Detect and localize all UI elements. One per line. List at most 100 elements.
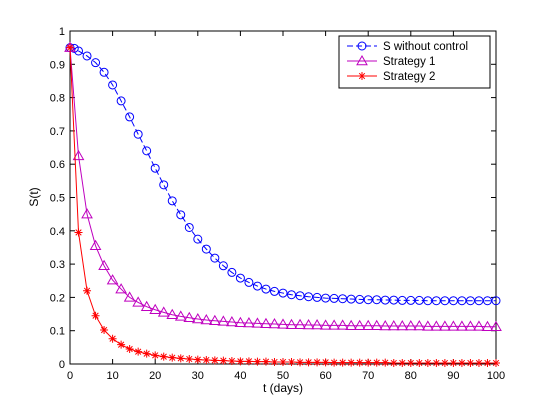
data-point-circle xyxy=(312,292,322,302)
data-point-star xyxy=(358,72,366,80)
data-point-star xyxy=(406,359,415,368)
series-3 xyxy=(66,43,500,368)
data-point-circle xyxy=(244,277,254,287)
data-point-star xyxy=(159,352,168,361)
data-point-circle xyxy=(133,129,143,139)
data-point-star xyxy=(313,358,322,367)
x-tick-label: 100 xyxy=(487,370,505,382)
data-point-circle xyxy=(448,296,458,306)
data-point-circle xyxy=(304,292,314,302)
data-point-triangle xyxy=(302,319,315,330)
series-1 xyxy=(65,43,501,306)
data-point-star xyxy=(151,351,160,360)
data-point-triangle xyxy=(208,314,221,325)
data-point-triangle xyxy=(217,315,230,326)
data-point-circle xyxy=(227,267,237,277)
data-point-triangle xyxy=(456,320,468,331)
data-point-circle xyxy=(329,293,339,303)
data-point-circle xyxy=(346,294,356,304)
data-point-star xyxy=(466,359,475,368)
data-point-star xyxy=(347,358,356,367)
data-point-triangle xyxy=(421,320,434,331)
data-point-triangle xyxy=(379,320,392,331)
data-point-star xyxy=(176,354,185,363)
data-point-triangle xyxy=(191,313,204,324)
data-point-triangle xyxy=(447,320,460,331)
data-point-triangle xyxy=(226,316,238,327)
data-point-triangle xyxy=(183,311,196,322)
data-point-circle xyxy=(184,222,194,232)
data-point-triangle xyxy=(439,320,451,331)
data-point-star xyxy=(74,228,83,237)
data-point-circle xyxy=(474,296,484,306)
x-tick-label: 20 xyxy=(149,370,161,382)
data-point-triangle xyxy=(353,319,366,330)
axes: 0 10 20 30 40 50 60 70 80 90 100 0 0.1 0.2 0.3 0.4 0.5 0.… xyxy=(50,26,505,382)
y-tick-label: 1 xyxy=(59,26,65,38)
data-point-circle xyxy=(235,273,245,283)
data-point-triangle xyxy=(72,149,85,161)
legend: S without control Strategy 1 Strategy 2 xyxy=(338,35,491,89)
x-tick-label: 0 xyxy=(67,370,73,382)
x-tick-label: 10 xyxy=(106,370,118,382)
data-point-star xyxy=(457,359,466,368)
data-point-star xyxy=(287,358,296,367)
data-point-star xyxy=(210,356,219,365)
data-point-triangle xyxy=(234,316,247,327)
data-point-circle xyxy=(321,293,331,303)
data-point-star xyxy=(168,353,177,362)
data-point-triangle xyxy=(140,300,153,311)
data-point-triangle xyxy=(285,318,298,329)
data-point-star xyxy=(279,358,287,367)
y-tick-label: 0.6 xyxy=(50,159,65,171)
x-tick-label: 50 xyxy=(277,370,289,382)
data-point-star xyxy=(321,358,330,367)
data-point-star xyxy=(372,358,381,367)
data-point-triangle xyxy=(319,319,332,330)
data-point-triangle xyxy=(356,54,368,66)
data-point-star xyxy=(389,359,398,368)
x-tick-label: 80 xyxy=(405,370,417,382)
legend-box xyxy=(338,35,491,89)
data-point-star xyxy=(270,358,279,367)
data-point-star xyxy=(83,286,92,295)
data-point-triangle xyxy=(243,317,255,328)
data-point-star xyxy=(227,357,236,366)
data-point-triangle xyxy=(387,320,400,331)
data-point-star xyxy=(398,359,407,368)
y-tick-label: 0 xyxy=(59,359,65,371)
data-point-star xyxy=(381,358,390,367)
data-point-circle xyxy=(491,296,501,306)
x-tick-label: 70 xyxy=(362,370,374,382)
data-point-circle xyxy=(193,234,203,244)
data-point-triangle xyxy=(336,319,349,330)
data-point-triangle xyxy=(481,320,494,331)
data-point-circle xyxy=(423,296,433,306)
data-point-star xyxy=(355,358,364,367)
data-point-star xyxy=(193,355,202,364)
data-point-triangle xyxy=(490,320,502,331)
data-point-circle xyxy=(457,296,467,306)
data-point-triangle xyxy=(430,320,443,331)
data-point-star xyxy=(304,358,313,367)
data-point-triangle xyxy=(157,306,170,317)
data-point-circle xyxy=(278,288,288,298)
data-point-star xyxy=(474,359,483,368)
data-point-triangle xyxy=(123,291,136,302)
data-point-star xyxy=(142,349,151,358)
data-point-triangle xyxy=(396,320,409,331)
data-point-triangle xyxy=(311,319,323,330)
y-tick-label: 0.4 xyxy=(50,226,65,238)
data-point-triangle xyxy=(106,274,119,285)
data-point-star xyxy=(440,359,449,368)
series-2 xyxy=(64,41,502,331)
data-point-circle xyxy=(357,41,367,51)
legend-label: S without control xyxy=(383,41,468,53)
data-point-circle xyxy=(440,296,450,306)
data-point-circle xyxy=(338,294,348,304)
data-point-circle xyxy=(142,146,152,156)
series-layer xyxy=(64,41,502,368)
y-axis-label: S(t) xyxy=(27,187,41,206)
data-point-triangle xyxy=(294,318,306,329)
data-point-star xyxy=(338,358,347,367)
